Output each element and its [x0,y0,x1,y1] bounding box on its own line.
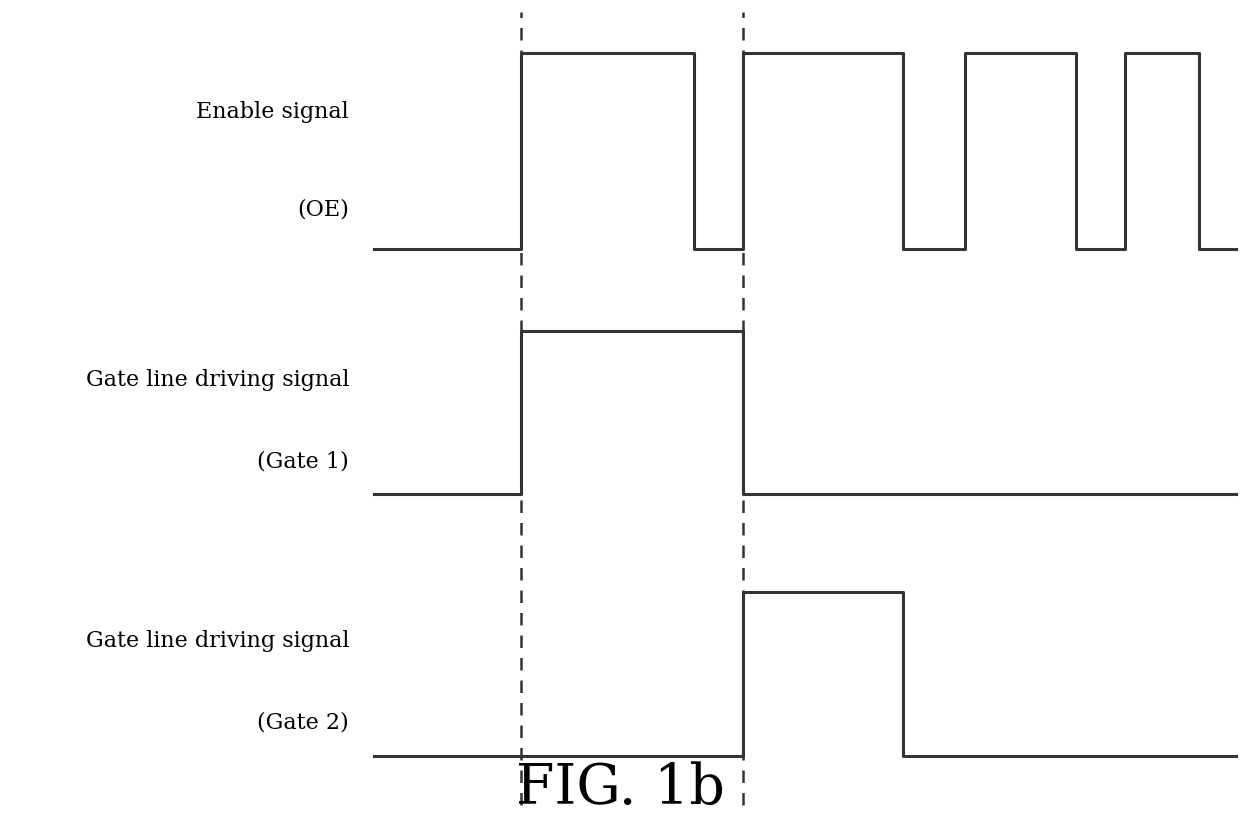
Text: FIG. 1b: FIG. 1b [516,761,724,815]
Text: Gate line driving signal: Gate line driving signal [86,369,348,391]
Text: Gate line driving signal: Gate line driving signal [86,630,348,653]
Text: Enable signal: Enable signal [196,101,348,123]
Text: (OE): (OE) [298,199,348,221]
Text: (Gate 1): (Gate 1) [257,451,348,472]
Text: (Gate 2): (Gate 2) [257,712,348,734]
